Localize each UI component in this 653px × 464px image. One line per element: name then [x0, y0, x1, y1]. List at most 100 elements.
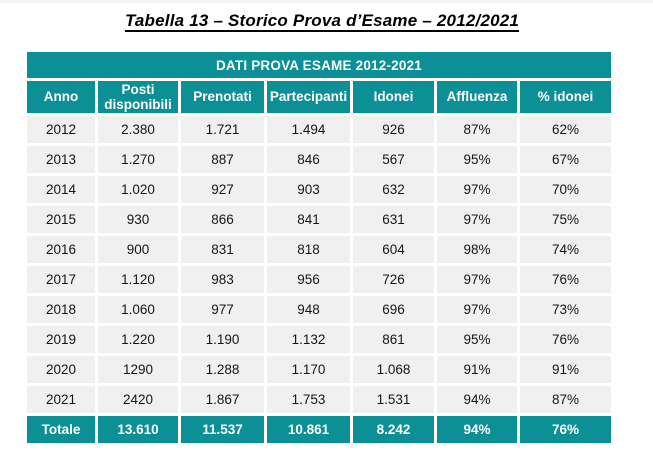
data-cell: 95%	[437, 146, 517, 173]
data-cell: 866	[181, 206, 264, 233]
data-cell: 2420	[98, 386, 178, 413]
table-body: 2012 2.380 1.721 1.494 926 87% 62% 2013 1.270 887…	[27, 116, 611, 413]
data-cell: 846	[267, 146, 350, 173]
data-cell: 97%	[437, 296, 517, 323]
data-cell: 926	[353, 116, 434, 143]
total-idonei: 8.242	[353, 416, 434, 443]
data-cell: 841	[267, 206, 350, 233]
table-row: 2020 1290 1.288 1.170 1.068 91% 91%	[27, 356, 611, 383]
page-top-edge	[0, 0, 653, 3]
data-cell: 76%	[520, 266, 611, 293]
data-cell: 887	[181, 146, 264, 173]
data-cell: 1.721	[181, 116, 264, 143]
table-row: 2012 2.380 1.721 1.494 926 87% 62%	[27, 116, 611, 143]
table-row: 2018 1.060 977 948 696 97% 73%	[27, 296, 611, 323]
data-cell: 632	[353, 176, 434, 203]
data-cell: 74%	[520, 236, 611, 263]
data-cell: 2.380	[98, 116, 178, 143]
data-cell: 1.132	[267, 326, 350, 353]
data-cell: 97%	[437, 206, 517, 233]
year-cell: 2020	[27, 356, 95, 383]
data-cell: 726	[353, 266, 434, 293]
table-row: 2013 1.270 887 846 567 95% 67%	[27, 146, 611, 173]
data-cell: 983	[181, 266, 264, 293]
table-banner-row: DATI PROVA ESAME 2012-2021	[27, 52, 611, 78]
data-cell: 1.020	[98, 176, 178, 203]
table-row: 2015 930 866 841 631 97% 75%	[27, 206, 611, 233]
data-cell: 1290	[98, 356, 178, 383]
column-header-posti-disponibili: Posti disponibili	[98, 81, 178, 113]
year-cell: 2021	[27, 386, 95, 413]
table-row: 2016 900 831 818 604 98% 74%	[27, 236, 611, 263]
data-cell: 1.060	[98, 296, 178, 323]
data-cell: 861	[353, 326, 434, 353]
column-header-pct-idonei: % idonei	[520, 81, 611, 113]
total-posti-disponibili: 13.610	[98, 416, 178, 443]
data-cell: 948	[267, 296, 350, 323]
data-cell: 75%	[520, 206, 611, 233]
data-cell: 87%	[437, 116, 517, 143]
data-cell: 1.068	[353, 356, 434, 383]
data-cell: 604	[353, 236, 434, 263]
data-cell: 1.170	[267, 356, 350, 383]
year-cell: 2016	[27, 236, 95, 263]
data-cell: 696	[353, 296, 434, 323]
data-cell: 98%	[437, 236, 517, 263]
table-header-row: Anno Posti disponibili Prenotati Parteci…	[27, 81, 611, 113]
data-cell: 1.288	[181, 356, 264, 383]
data-cell: 67%	[520, 146, 611, 173]
table-row: 2019 1.220 1.190 1.132 861 95% 76%	[27, 326, 611, 353]
data-cell: 1.494	[267, 116, 350, 143]
data-cell: 73%	[520, 296, 611, 323]
year-cell: 2017	[27, 266, 95, 293]
total-affluenza: 94%	[437, 416, 517, 443]
data-cell: 1.220	[98, 326, 178, 353]
data-cell: 1.531	[353, 386, 434, 413]
table-banner: DATI PROVA ESAME 2012-2021	[27, 52, 611, 78]
data-cell: 91%	[437, 356, 517, 383]
column-header-affluenza: Affluenza	[437, 81, 517, 113]
table-row: 2017 1.120 983 956 726 97% 76%	[27, 266, 611, 293]
data-cell: 977	[181, 296, 264, 323]
data-cell: 900	[98, 236, 178, 263]
year-cell: 2018	[27, 296, 95, 323]
column-header-prenotati: Prenotati	[181, 81, 264, 113]
data-cell: 956	[267, 266, 350, 293]
data-cell: 903	[267, 176, 350, 203]
total-prenotati: 11.537	[181, 416, 264, 443]
data-cell: 1.867	[181, 386, 264, 413]
column-header-idonei: Idonei	[353, 81, 434, 113]
column-header-anno: Anno	[27, 81, 95, 113]
data-cell: 76%	[520, 326, 611, 353]
data-cell: 831	[181, 236, 264, 263]
data-cell: 930	[98, 206, 178, 233]
data-cell: 97%	[437, 176, 517, 203]
page-title: Tabella 13 – Storico Prova d’Esame – 201…	[124, 11, 520, 30]
data-cell: 1.753	[267, 386, 350, 413]
data-cell: 97%	[437, 266, 517, 293]
table-row: 2021 2420 1.867 1.753 1.531 94% 87%	[27, 386, 611, 413]
data-cell: 70%	[520, 176, 611, 203]
data-cell: 631	[353, 206, 434, 233]
year-cell: 2015	[27, 206, 95, 233]
year-cell: 2014	[27, 176, 95, 203]
data-cell: 94%	[437, 386, 517, 413]
total-pct-idonei: 76%	[520, 416, 611, 443]
exam-history-table: DATI PROVA ESAME 2012-2021 Anno Posti di…	[24, 49, 614, 446]
column-header-partecipanti: Partecipanti	[267, 81, 350, 113]
data-cell: 87%	[520, 386, 611, 413]
year-cell: 2019	[27, 326, 95, 353]
data-cell: 91%	[520, 356, 611, 383]
total-label: Totale	[27, 416, 95, 443]
total-partecipanti: 10.861	[267, 416, 350, 443]
data-cell: 1.120	[98, 266, 178, 293]
data-cell: 567	[353, 146, 434, 173]
data-cell: 818	[267, 236, 350, 263]
data-cell: 927	[181, 176, 264, 203]
year-cell: 2013	[27, 146, 95, 173]
table-total-row: Totale 13.610 11.537 10.861 8.242 94% 76…	[27, 416, 611, 443]
data-cell: 95%	[437, 326, 517, 353]
table-row: 2014 1.020 927 903 632 97% 70%	[27, 176, 611, 203]
year-cell: 2012	[27, 116, 95, 143]
